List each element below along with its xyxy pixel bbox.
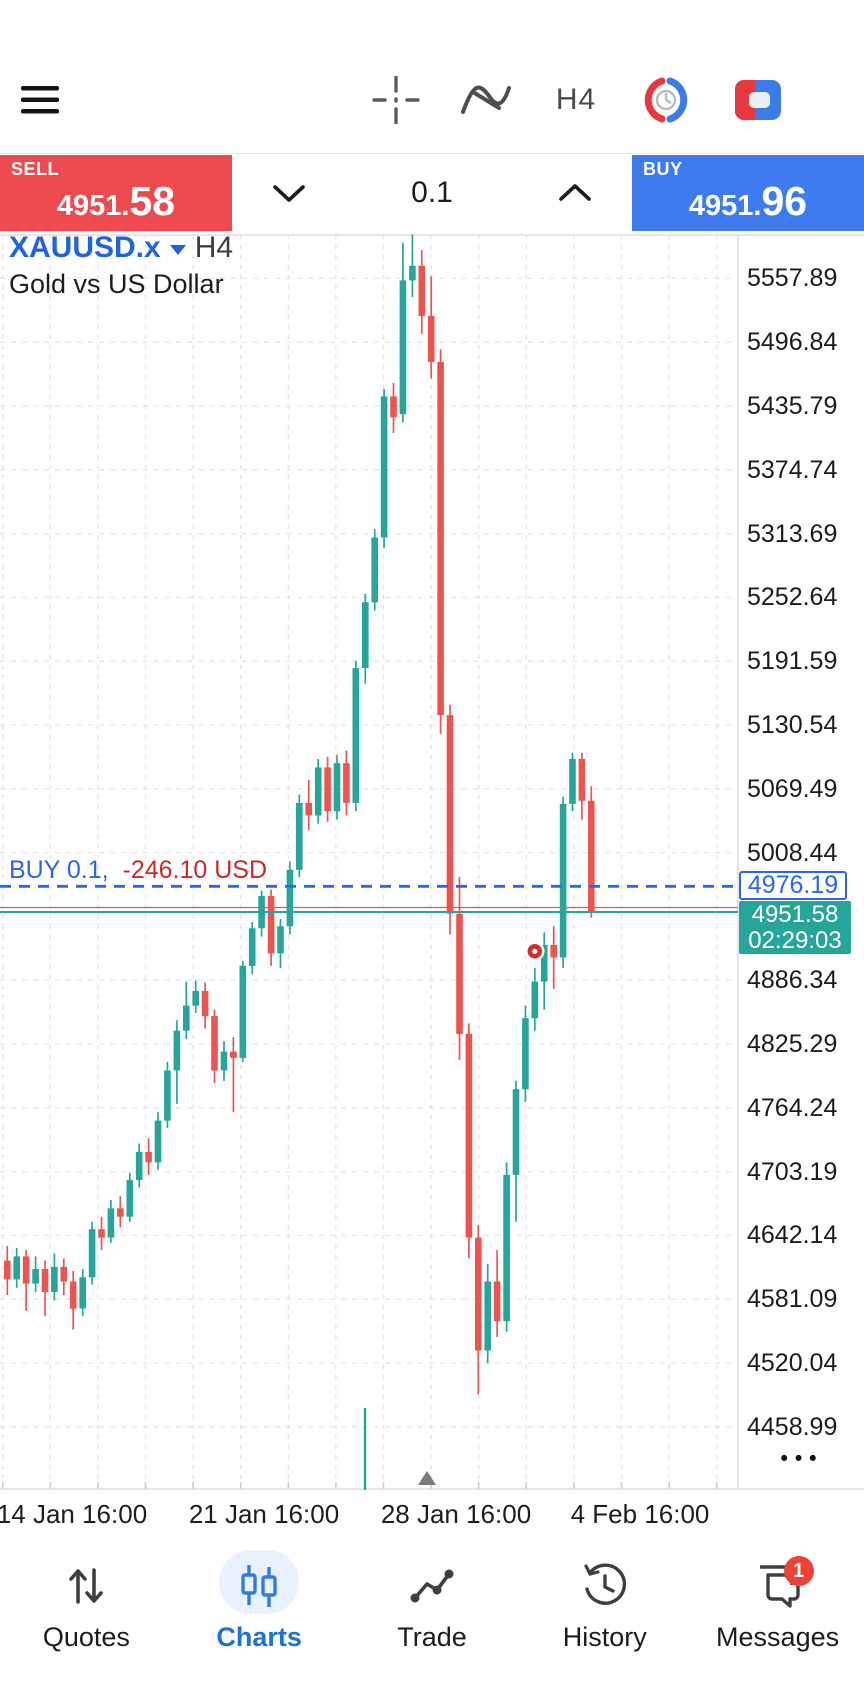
bid-price-tag: 4951.58 02:29:03	[739, 901, 851, 954]
price-axis-label: 4886.34	[747, 966, 838, 994]
price-axis-label: 4764.24	[747, 1094, 838, 1122]
symbol-name[interactable]: XAUUSD.x	[9, 231, 161, 264]
trade-trend-icon	[409, 1554, 455, 1618]
nav-label: Charts	[216, 1622, 302, 1652]
price-axis-label: 5313.69	[747, 520, 838, 548]
top-toolbar: H4	[0, 55, 864, 145]
bottom-navigation: Quotes Charts Trade	[0, 1540, 864, 1692]
sell-label: SELL	[11, 159, 60, 179]
price-axis-label: 4642.14	[747, 1221, 838, 1249]
buy-button[interactable]: BUY 4951.96	[632, 155, 864, 231]
price-axis-label: 5191.59	[747, 647, 838, 675]
nav-label: History	[562, 1622, 647, 1652]
history-clock-icon	[582, 1554, 628, 1618]
trading-clock-icon[interactable]	[638, 55, 694, 145]
chart-timeframe: H4	[194, 231, 234, 264]
price-axis-label: 4825.29	[747, 1030, 838, 1058]
nav-item-charts[interactable]: Charts	[173, 1540, 346, 1692]
price-axis-label: 4581.09	[747, 1285, 838, 1313]
price-axis-label: 5557.89	[747, 264, 838, 292]
price-axis-label: 5435.79	[747, 392, 838, 420]
active-tab-pill	[219, 1550, 300, 1614]
time-axis-label: 21 Jan 16:00	[188, 1499, 340, 1529]
price-axis-label: 5496.84	[747, 328, 838, 356]
price-axis-label: 4520.04	[747, 1349, 838, 1377]
chart-canvas[interactable]	[0, 231, 864, 1490]
trade-panel-icon[interactable]	[730, 55, 786, 145]
crosshair-icon[interactable]	[371, 55, 421, 145]
time-axis-label: 4 Feb 16:00	[570, 1499, 710, 1529]
price-axis-label: 4458.99	[747, 1413, 838, 1441]
volume-decrease-chevron-down-icon[interactable]	[272, 183, 306, 203]
bid-price: 4951.58	[751, 900, 839, 928]
timeframe-button[interactable]: H4	[548, 55, 604, 145]
charts-candles-icon	[237, 1554, 281, 1618]
position-open-price-tag: 4976.19	[739, 871, 847, 900]
nav-item-history[interactable]: History	[518, 1540, 691, 1692]
messages-badge: 1	[783, 1556, 814, 1586]
nav-label: Trade	[397, 1622, 467, 1652]
menu-icon[interactable]	[18, 55, 62, 145]
messages-chat-icon: 1	[754, 1554, 814, 1618]
buy-label: BUY	[643, 159, 683, 179]
candlestick-chart[interactable]: XAUUSD.x H4 Gold vs US Dollar BUY 0.1, -…	[0, 231, 864, 1529]
nav-item-trade[interactable]: Trade	[346, 1540, 519, 1692]
sell-price: 4951.58	[56, 178, 176, 224]
price-axis-label: 5008.44	[747, 839, 838, 867]
symbol-dropdown-icon[interactable]	[169, 245, 186, 255]
one-click-trade-panel: SELL 4951.58 0.1 BUY 4951.96	[0, 155, 864, 231]
axis-more-dots-icon[interactable]: •••	[780, 1447, 824, 1470]
price-axis-label: 5252.64	[747, 583, 838, 611]
price-axis-label: 5069.49	[747, 775, 838, 803]
timeframe-label: H4	[555, 83, 597, 116]
price-axis-label: 4703.19	[747, 1158, 838, 1186]
nav-item-quotes[interactable]: Quotes	[0, 1540, 173, 1692]
nav-label: Quotes	[42, 1622, 130, 1652]
quotes-arrows-icon	[64, 1554, 108, 1618]
time-axis-label: 28 Jan 16:00	[380, 1499, 532, 1529]
buy-price: 4951.96	[688, 178, 808, 224]
indicator-icon[interactable]	[458, 55, 512, 145]
volume-box: 0.1	[232, 155, 632, 231]
time-axis-label: 14 Jan 16:00	[0, 1499, 148, 1529]
bar-countdown: 02:29:03	[748, 926, 842, 954]
position-annotation: BUY 0.1, -246.10 USD	[9, 856, 268, 884]
nav-label: Messages	[716, 1622, 840, 1652]
sell-button[interactable]: SELL 4951.58	[0, 155, 232, 231]
nav-item-messages[interactable]: 1 Messages	[691, 1540, 864, 1692]
price-axis-label: 5374.74	[747, 456, 838, 484]
panel-divider	[0, 153, 864, 154]
price-axis-label: 5130.54	[747, 711, 838, 739]
volume-increase-chevron-up-icon[interactable]	[558, 183, 592, 203]
volume-value[interactable]: 0.1	[411, 176, 453, 209]
symbol-description: Gold vs US Dollar	[9, 269, 224, 299]
